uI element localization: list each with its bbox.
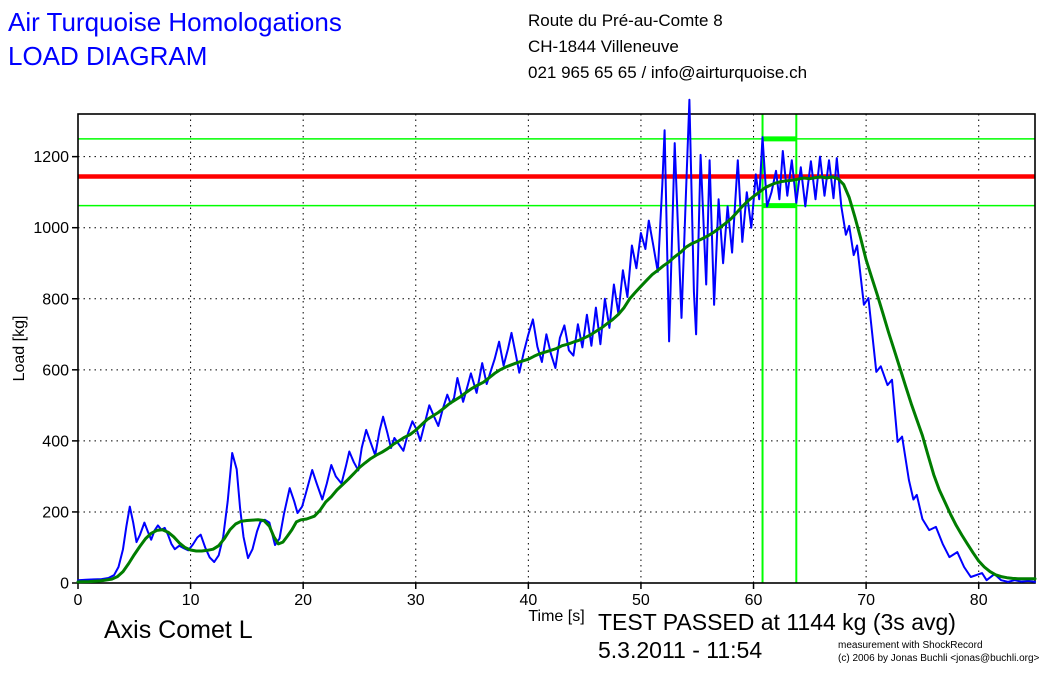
credit-line1: measurement with ShockRecord: [838, 640, 983, 651]
company-address: Route du Pré-au-Comte 8 CH-1844 Villeneu…: [528, 8, 807, 86]
software-credits: measurement with ShockRecord (c) 2006 by…: [838, 639, 1039, 665]
x-tick-label: 20: [294, 592, 312, 609]
y-tick-label: 800: [42, 291, 69, 308]
glider-name: Axis Comet L: [104, 616, 253, 644]
x-axis-label: Time [s]: [528, 608, 584, 625]
x-tick-label: 0: [74, 592, 83, 609]
address-city: CH-1844 Villeneuve: [528, 37, 679, 56]
axes-frame: [77, 113, 1036, 584]
test-datetime: 5.3.2011 - 11:54: [598, 637, 763, 663]
y-tick-label: 200: [42, 504, 69, 521]
x-tick-label: 50: [632, 592, 650, 609]
x-tick-label: 80: [970, 592, 988, 609]
x-tick-label: 60: [745, 592, 763, 609]
credit-line2: (c) 2006 by Jonas Buchli <jonas@buchli.o…: [838, 653, 1040, 664]
address-contact: 021 965 65 65 / info@airturquoise.ch: [528, 63, 808, 82]
title-line2: LOAD DIAGRAM: [8, 41, 208, 71]
x-tick-label: 10: [182, 592, 200, 609]
x-tick-label: 40: [519, 592, 537, 609]
curve-3s-average-load: [76, 175, 1037, 584]
page-title: Air Turquoise Homologations LOAD DIAGRAM: [8, 5, 342, 73]
x-tick-label: 70: [857, 592, 875, 609]
x-tick-label: 30: [407, 592, 425, 609]
y-tick-label: 1000: [33, 220, 69, 237]
y-axis-label: Load [kg]: [11, 316, 28, 382]
y-tick-label: 1200: [33, 149, 69, 166]
curve-instantaneous-load: [77, 98, 1036, 583]
y-tick-label: 400: [42, 433, 69, 450]
y-tick-label: 600: [42, 362, 69, 379]
y-tick-label: 0: [60, 576, 69, 593]
test-result: TEST PASSED at 1144 kg (3s avg): [598, 609, 956, 635]
title-line1: Air Turquoise Homologations: [8, 7, 342, 37]
address-street: Route du Pré-au-Comte 8: [528, 11, 723, 30]
